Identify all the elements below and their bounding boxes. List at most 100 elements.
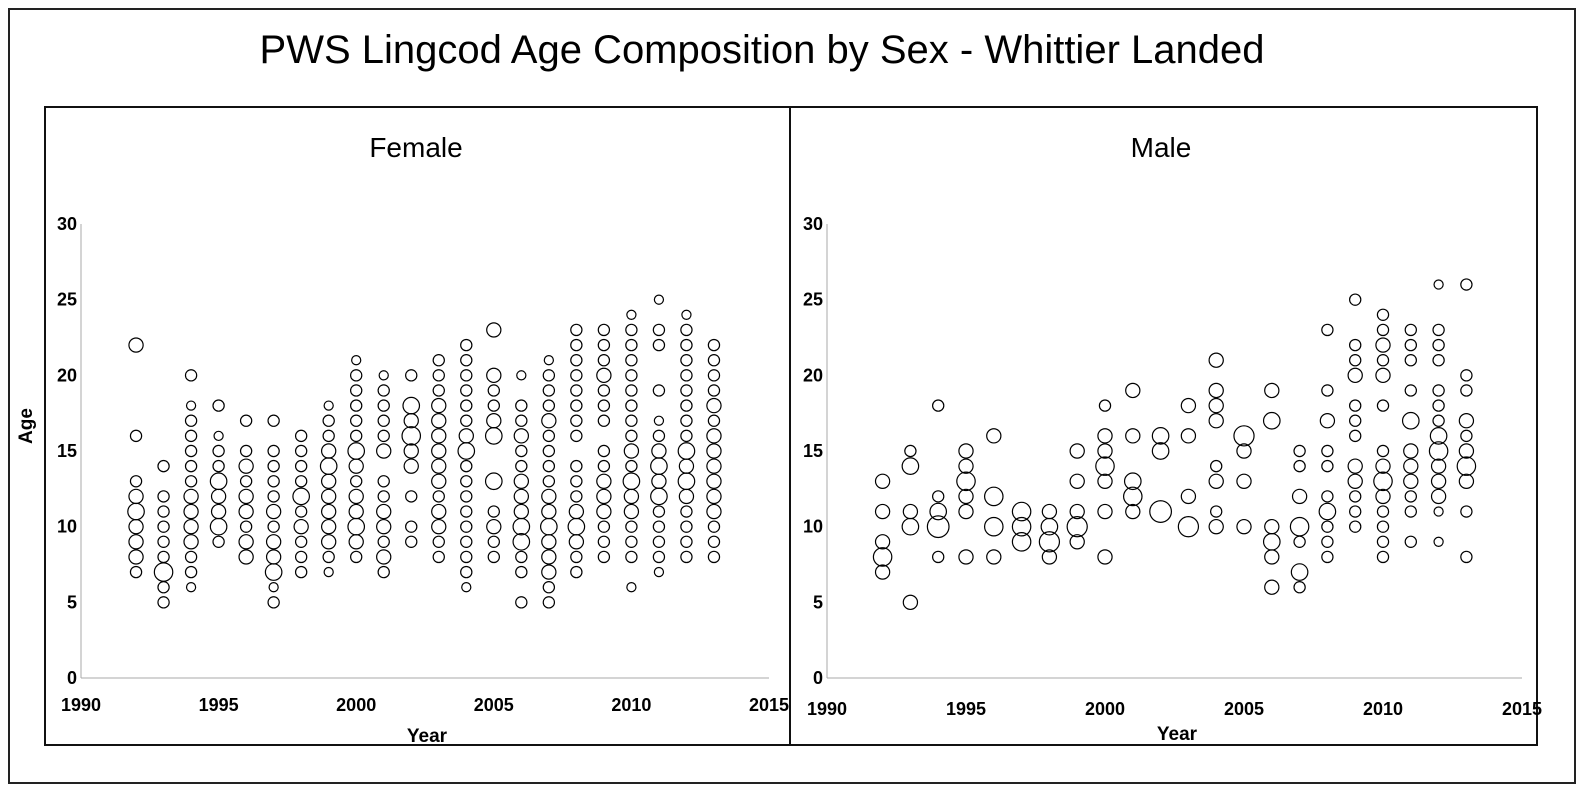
data-bubble	[1208, 382, 1224, 399]
panel-title: Male	[1131, 132, 1192, 163]
data-bubble	[622, 472, 641, 491]
data-bubble	[460, 565, 473, 579]
y-tick-label: 0	[67, 668, 77, 688]
data-bubble	[376, 518, 392, 535]
data-bubble	[1264, 518, 1280, 535]
data-bubble	[597, 444, 611, 458]
data-bubble	[1293, 535, 1306, 549]
data-bubble	[267, 475, 280, 488]
data-bubble	[680, 550, 693, 564]
data-bubble	[570, 369, 583, 382]
data-bubble	[570, 429, 583, 443]
data-bubble	[294, 459, 308, 473]
data-bubble	[1376, 354, 1390, 367]
data-bubble	[652, 323, 666, 337]
data-bubble	[652, 535, 666, 549]
data-bubble	[904, 444, 917, 458]
data-bubble	[680, 399, 693, 412]
data-bubble	[543, 355, 554, 366]
data-bubble	[570, 414, 583, 427]
data-bubble	[1293, 444, 1306, 458]
data-bubble	[157, 505, 170, 518]
data-bubble	[1430, 473, 1447, 489]
data-bubble	[128, 518, 144, 535]
data-bubble	[707, 384, 721, 397]
data-bubble	[1404, 323, 1418, 337]
data-bubble	[652, 384, 666, 397]
data-bubble	[570, 399, 583, 412]
data-bubble	[264, 563, 283, 581]
data-bubble	[405, 520, 418, 533]
data-bubble	[210, 503, 227, 520]
data-bubble	[320, 503, 337, 520]
data-bubble	[706, 473, 722, 489]
data-bubble	[625, 414, 638, 427]
data-bubble	[157, 459, 170, 473]
y-tick-label: 15	[803, 441, 823, 461]
data-bubble	[540, 517, 558, 536]
data-bubble	[596, 503, 612, 520]
data-bubble	[1348, 490, 1362, 503]
data-bubble	[515, 444, 528, 458]
data-bubble	[431, 413, 447, 429]
data-bubble	[1432, 354, 1445, 367]
data-bubble	[678, 458, 695, 474]
data-bubble	[460, 459, 473, 473]
data-bubble	[377, 399, 390, 412]
data-bubble	[650, 457, 668, 475]
data-bubble	[1097, 428, 1113, 444]
data-bubble	[320, 518, 337, 535]
data-bubble	[405, 369, 418, 382]
data-bubble	[265, 503, 282, 520]
data-bubble	[1177, 516, 1200, 538]
data-bubble	[1262, 411, 1281, 430]
data-bubble	[570, 323, 583, 337]
data-bubble	[567, 517, 586, 536]
data-bubble	[212, 535, 225, 549]
data-bubble	[457, 442, 476, 460]
data-bubble	[1123, 486, 1143, 507]
data-bubble	[1011, 531, 1032, 552]
data-bubble	[1347, 473, 1363, 489]
data-bubble	[652, 505, 666, 518]
y-axis-label: Age	[16, 408, 37, 444]
data-bubble	[209, 517, 228, 536]
y-tick-label: 20	[57, 365, 77, 385]
data-bubble	[183, 503, 199, 520]
data-bubble	[651, 443, 667, 459]
data-bubble	[460, 475, 473, 488]
data-bubble	[210, 488, 227, 505]
data-bubble	[1289, 516, 1310, 537]
data-bubble	[323, 400, 334, 411]
data-bubble	[376, 549, 392, 565]
data-bubble	[902, 594, 919, 611]
data-bubble	[932, 399, 945, 412]
data-bubble	[1318, 502, 1337, 521]
data-bubble	[351, 355, 362, 366]
data-bubble	[431, 443, 447, 459]
data-bubble	[238, 534, 254, 550]
data-bubble	[706, 458, 722, 474]
data-bubble	[1430, 488, 1447, 505]
data-bubble	[983, 486, 1004, 507]
data-bubble	[1180, 397, 1197, 414]
data-bubble	[460, 354, 473, 367]
data-bubble	[376, 503, 392, 520]
data-bubble	[542, 581, 556, 594]
data-bubble	[1404, 490, 1418, 503]
data-bubble	[625, 399, 638, 412]
data-bubble	[1348, 505, 1362, 518]
data-bubble	[901, 517, 920, 536]
data-bubble	[707, 550, 721, 564]
data-bubble	[1456, 456, 1477, 476]
data-bubble	[432, 354, 445, 367]
panel-title: Female	[369, 132, 462, 163]
data-bubble	[460, 550, 473, 564]
data-bubble	[267, 459, 280, 473]
data-bubble	[1404, 354, 1418, 367]
data-bubble	[625, 354, 638, 367]
data-bubble	[294, 505, 308, 518]
data-bubble	[212, 399, 225, 412]
data-bubble	[677, 442, 696, 460]
data-bubble	[405, 535, 418, 549]
